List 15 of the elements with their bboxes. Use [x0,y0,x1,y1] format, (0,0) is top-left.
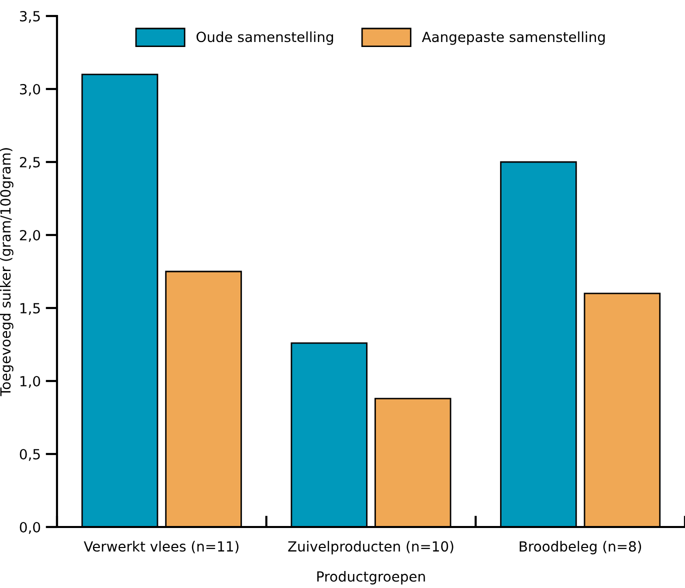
y-tick-label: 2,0 [20,230,40,242]
y-tick-label: 1,0 [20,376,40,388]
x-tick-label: Zuivelproducten (n=10) [288,540,454,554]
x-tick-label: Broodbeleg (n=8) [520,540,642,554]
x-tick-label: Verwerkt vlees (n=11) [84,540,238,554]
y-tick-label: 1,5 [20,303,40,315]
legend-label: Aangepaste samenstelling [422,31,605,45]
y-axis-title: Toegevoegd suiker (gram/100gram) [0,148,14,396]
y-tick-label: 2,5 [20,156,40,169]
legend-label: Oude samenstelling [196,31,334,45]
y-tick-label: 3,0 [20,84,40,96]
y-tick-label: 0,0 [20,522,40,534]
y-tick-label: 0,5 [20,448,40,461]
x-axis-title: Productgroepen [317,570,425,584]
y-tick-label: 3,5 [20,10,40,23]
